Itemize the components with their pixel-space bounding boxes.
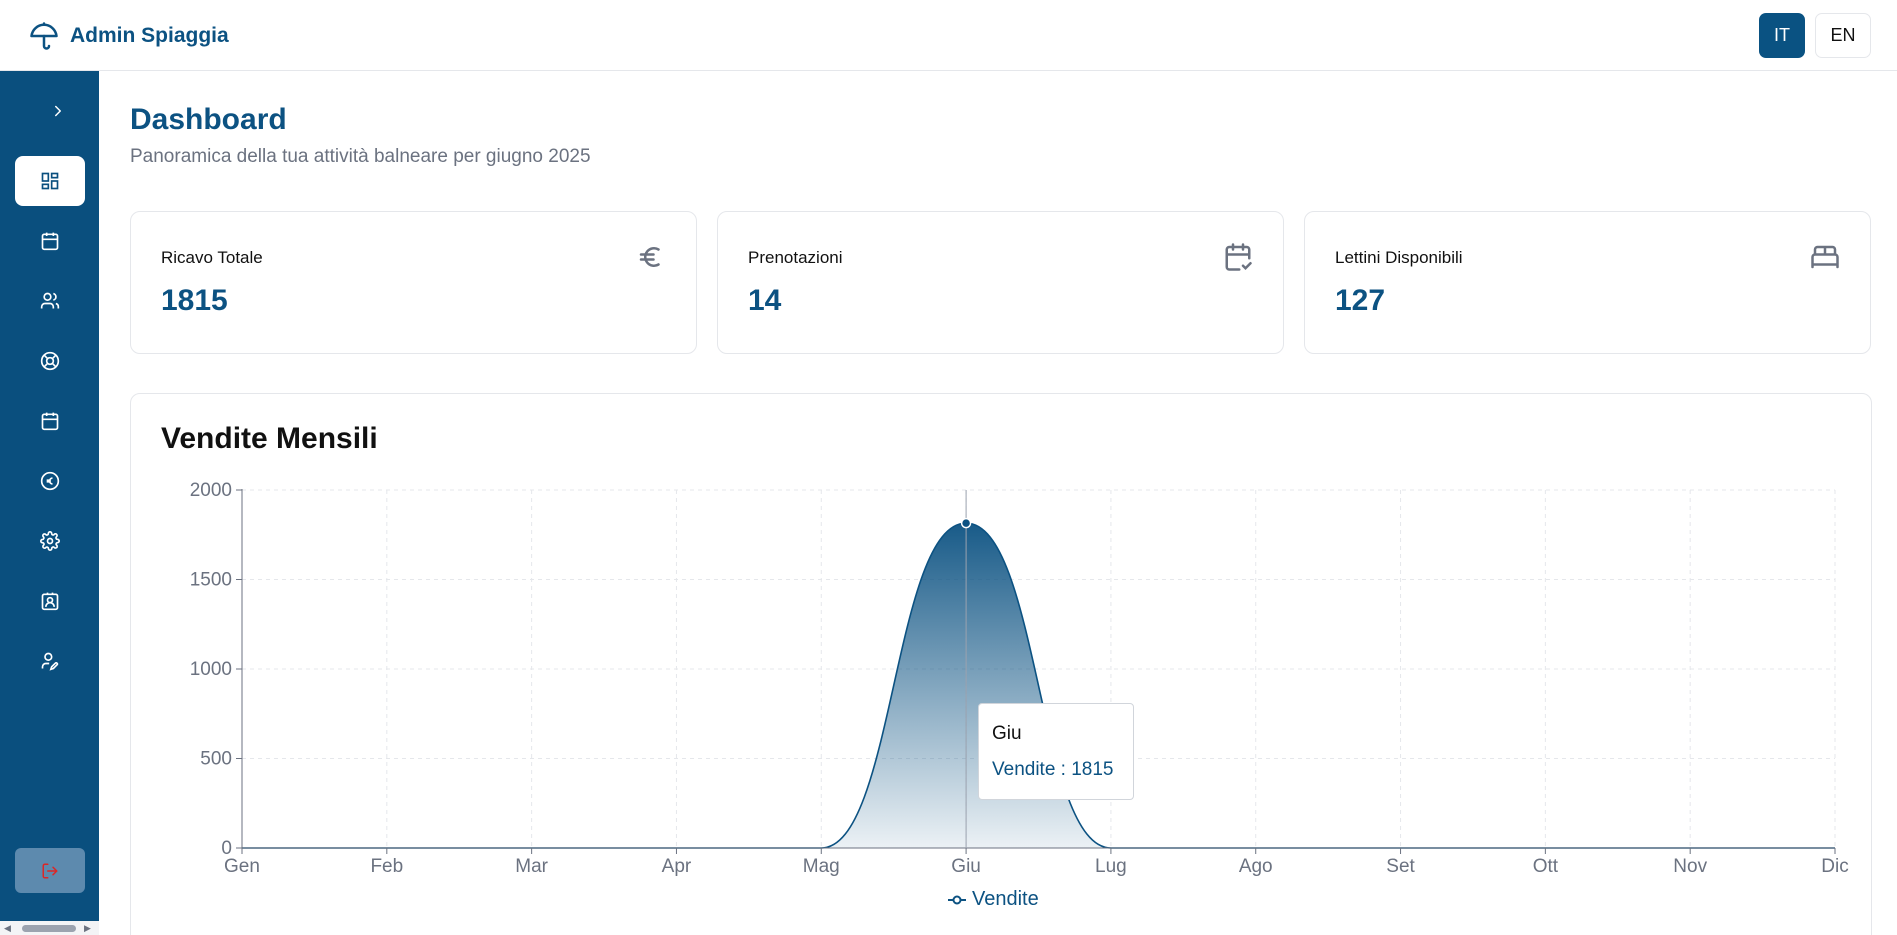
stat-card-sunbeds: Lettini Disponibili 127 (1304, 211, 1871, 354)
active-data-point[interactable] (960, 517, 972, 529)
calendar-icon (41, 232, 59, 251)
chevron-right-icon (55, 105, 61, 117)
dashboard-icon (41, 172, 59, 190)
sidebar-item-settings[interactable] (15, 516, 85, 566)
x-tick-label: Mar (515, 856, 548, 877)
x-tick-label: Mag (803, 856, 840, 877)
y-tick-label: 1500 (190, 570, 232, 591)
sidebar-item-customers[interactable] (15, 276, 85, 326)
x-tick-label: Ott (1533, 856, 1559, 877)
scrollbar-thumb[interactable] (22, 925, 76, 932)
x-tick-label: Feb (370, 856, 403, 877)
chart-tooltip: Giu Vendite : 1815 (978, 703, 1134, 800)
x-tick-label: Ago (1239, 856, 1273, 877)
user-edit-icon (41, 652, 59, 671)
sidebar-expand-button[interactable] (46, 99, 70, 123)
top-header: Admin Spiaggia IT EN (0, 0, 1897, 71)
stat-label: Lettini Disponibili (1335, 248, 1463, 267)
page-subtitle: Panoramica della tua attività balneare p… (130, 146, 591, 167)
calendar-icon (41, 412, 59, 431)
tooltip-label: Giu (992, 723, 1022, 744)
stat-label: Ricavo Totale (161, 248, 263, 267)
legend-label: Vendite (972, 888, 1039, 910)
lang-it-button[interactable]: IT (1759, 13, 1805, 58)
horizontal-scrollbar[interactable]: ◀ ▶ (0, 921, 99, 935)
y-tick-label: 2000 (190, 480, 232, 501)
x-tick-label: Lug (1095, 856, 1127, 877)
bed-icon (1811, 245, 1839, 269)
page-title: Dashboard (130, 103, 287, 136)
euro-coin-icon (40, 471, 60, 491)
legend-line-icon (948, 895, 966, 904)
stat-value: 14 (748, 284, 782, 317)
gear-icon (40, 531, 60, 551)
chart-title: Vendite Mensili (161, 422, 378, 455)
logout-icon (42, 863, 58, 878)
sidebar-item-dashboard[interactable] (15, 156, 85, 206)
x-tick-label: Dic (1821, 856, 1848, 877)
euro-icon (639, 247, 660, 267)
sidebar-item-calendar[interactable] (15, 396, 85, 446)
chart-legend[interactable]: Vendite (948, 888, 1039, 911)
x-tick-label: Gen (224, 856, 260, 877)
x-tick-label: Set (1386, 856, 1415, 877)
brand[interactable]: Admin Spiaggia (28, 20, 229, 52)
scroll-right-icon[interactable]: ▶ (84, 923, 91, 933)
sidebar-item-bookings[interactable] (15, 216, 85, 266)
stat-card-revenue: Ricavo Totale 1815 (130, 211, 697, 354)
logout-button[interactable] (15, 848, 85, 893)
lifebuoy-icon (40, 351, 60, 371)
scroll-left-icon[interactable]: ◀ (4, 923, 11, 933)
stat-value: 127 (1335, 284, 1386, 317)
sidebar-item-profile[interactable] (15, 636, 85, 686)
y-tick-label: 1000 (190, 659, 232, 680)
sidebar-item-staff[interactable] (15, 576, 85, 626)
stat-card-bookings: Prenotazioni 14 (717, 211, 1284, 354)
umbrella-icon (28, 20, 60, 52)
users-icon (40, 292, 60, 309)
y-tick-label: 0 (221, 838, 232, 859)
sidebar-item-payments[interactable] (15, 456, 85, 506)
lang-en-button[interactable]: EN (1815, 13, 1871, 58)
x-tick-label: Nov (1673, 856, 1707, 877)
x-tick-label: Giu (951, 856, 981, 877)
stat-value: 1815 (161, 284, 228, 317)
stat-label: Prenotazioni (748, 248, 843, 267)
tooltip-value: Vendite : 1815 (992, 759, 1114, 780)
sidebar (0, 71, 99, 935)
id-badge-icon (41, 592, 59, 611)
y-tick-label: 500 (200, 749, 232, 770)
sidebar-item-support[interactable] (15, 336, 85, 386)
calendar-check-icon (1225, 243, 1252, 271)
x-tick-label: Apr (662, 856, 692, 877)
brand-name: Admin Spiaggia (70, 24, 229, 47)
